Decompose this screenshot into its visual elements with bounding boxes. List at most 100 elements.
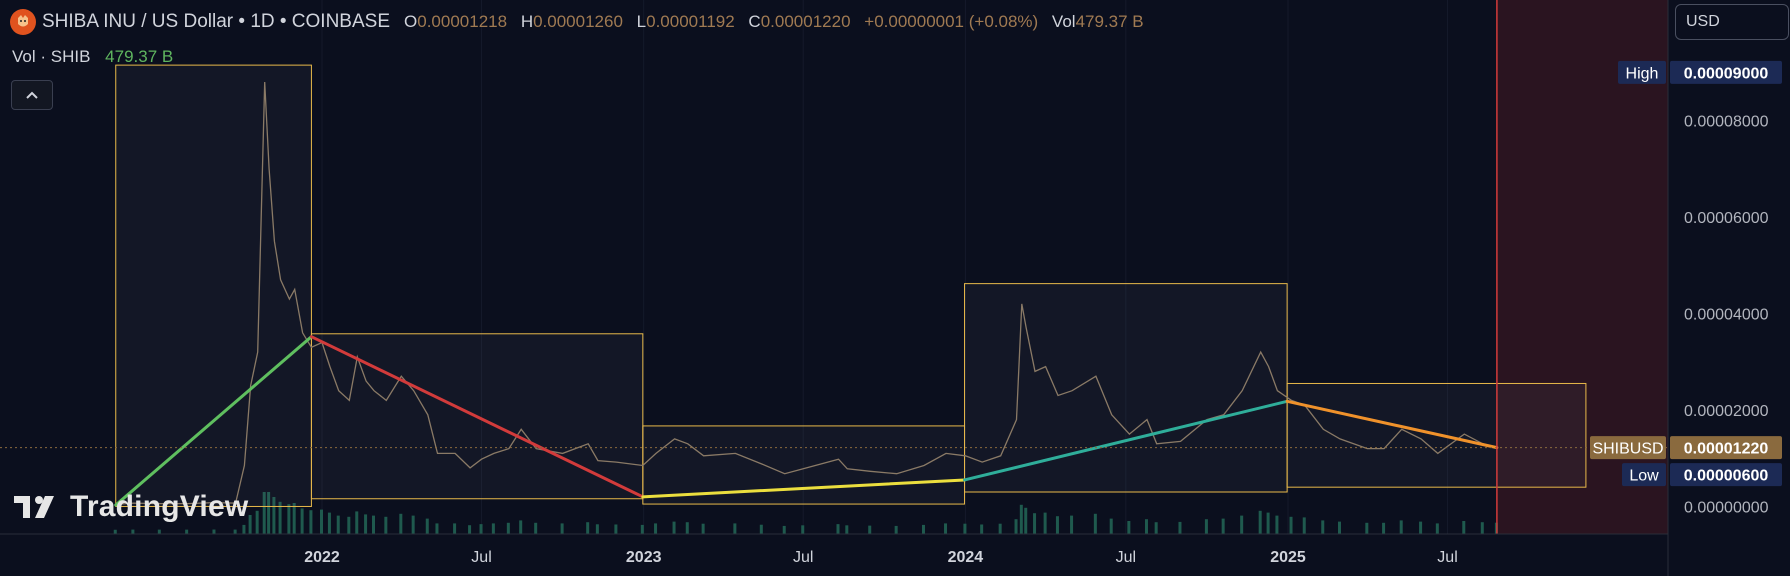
volume-bar <box>845 525 849 534</box>
volume-bar <box>300 508 304 534</box>
y-tick-label: 0.00000000 <box>1684 499 1769 516</box>
volume-bar <box>327 512 331 534</box>
volume-bar <box>1275 515 1279 534</box>
volume-bar <box>685 522 689 534</box>
volume-bar <box>1399 520 1403 534</box>
range-box[interactable] <box>964 283 1288 493</box>
volume-bar <box>355 511 359 534</box>
price-label-name: SHIBUSD <box>1592 441 1663 458</box>
trend-line[interactable] <box>963 399 1289 482</box>
close-value: 0.00001220 <box>760 12 851 31</box>
price-label-name: Low <box>1629 468 1659 485</box>
volume-bar <box>894 525 898 534</box>
volume-bar <box>453 523 457 534</box>
volume-bar <box>998 523 1002 534</box>
volume-bar <box>1365 522 1369 534</box>
volume-bar <box>1338 521 1342 534</box>
volume-bar <box>614 524 618 534</box>
volume-bar <box>491 523 495 534</box>
volume-bar <box>248 515 252 534</box>
volume-bar <box>212 529 216 534</box>
volume-bar <box>1419 521 1423 534</box>
volume-bar <box>534 522 538 534</box>
volume-bar <box>479 524 483 534</box>
volume-bar <box>435 523 439 534</box>
volume-bar <box>701 523 705 534</box>
volume-bar <box>1093 513 1097 534</box>
volume-bar <box>399 513 403 534</box>
x-tick-label: Jul <box>1116 549 1136 566</box>
trend-line[interactable] <box>114 335 313 507</box>
x-tick-label: 2025 <box>1270 549 1306 566</box>
volume-bar <box>560 523 564 534</box>
price-label-name-bg <box>1618 60 1666 84</box>
x-tick-label: Jul <box>1437 549 1457 566</box>
volume-bar <box>185 529 189 534</box>
volume-bar <box>1024 507 1028 534</box>
price-label-name-bg <box>1590 436 1666 460</box>
y-tick-label: 0.00002000 <box>1684 403 1769 420</box>
volume-indicator-legend[interactable]: Vol · SHIB 479.37 B <box>12 47 173 67</box>
chevron-up-icon <box>26 91 38 99</box>
x-tick-label: 2024 <box>948 549 984 566</box>
price-label-value-bg <box>1670 436 1782 460</box>
price-series-line <box>115 81 1498 506</box>
vol-value: 479.37 B <box>1075 12 1144 31</box>
volume-bar <box>1480 522 1484 534</box>
volume-bar <box>944 523 948 534</box>
volume-bar <box>1043 512 1047 534</box>
volume-bar <box>980 524 984 534</box>
price-label-name: High <box>1626 65 1659 82</box>
volume-bar <box>468 525 472 534</box>
volume-bar <box>157 529 161 534</box>
volume-bar <box>384 516 388 534</box>
volume-bar <box>1019 504 1023 534</box>
volume-bar <box>1302 517 1306 534</box>
currency-button[interactable]: USD <box>1675 4 1789 40</box>
volume-bar <box>801 525 805 534</box>
volume-bar <box>1221 518 1225 534</box>
open-label: O <box>404 12 418 31</box>
price-label-name-bg <box>1622 463 1666 487</box>
range-box[interactable] <box>642 425 966 505</box>
volume-bar <box>1070 515 1074 534</box>
price-label-value: 0.00009000 <box>1684 65 1769 82</box>
price-label-value-bg <box>1670 60 1782 84</box>
trend-line[interactable] <box>641 478 967 499</box>
volume-bar <box>1154 522 1158 534</box>
tradingview-logo: TradingView <box>14 490 248 524</box>
vol-label: Vol <box>1051 12 1076 31</box>
range-box[interactable] <box>115 64 312 507</box>
volume-bar <box>287 504 291 534</box>
price-label-value-bg <box>1670 463 1782 487</box>
volume-bar <box>255 510 259 534</box>
collapse-legend-button[interactable] <box>11 80 53 110</box>
volume-bar <box>267 492 271 534</box>
volume-bar <box>364 514 368 534</box>
trend-line[interactable] <box>1285 399 1499 450</box>
volume-bar <box>1014 519 1018 534</box>
volume-bar <box>425 518 429 534</box>
volume-bar <box>506 522 510 534</box>
volume-bar <box>654 523 658 534</box>
volume-bar <box>1240 515 1244 534</box>
volume-bar <box>372 515 376 534</box>
volume-bar <box>233 529 237 534</box>
volume-bar <box>262 492 266 534</box>
symbol-title[interactable]: SHIBA INU / US Dollar • 1D • COINBASE <box>42 11 391 32</box>
low-value: 0.00001192 <box>646 12 735 31</box>
x-tick-label: Jul <box>793 549 813 566</box>
volume-bar <box>759 524 763 534</box>
trend-line[interactable] <box>309 335 645 499</box>
volume-bar <box>292 503 296 534</box>
volume-bar <box>336 515 340 534</box>
volume-bar <box>595 524 599 534</box>
x-tick-label: 2022 <box>304 549 340 566</box>
shiba-inu-icon <box>10 9 36 35</box>
volume-bar <box>1127 521 1131 534</box>
volume-bar <box>733 523 737 534</box>
volume-bar <box>1289 516 1293 534</box>
volume-bar <box>519 520 523 534</box>
